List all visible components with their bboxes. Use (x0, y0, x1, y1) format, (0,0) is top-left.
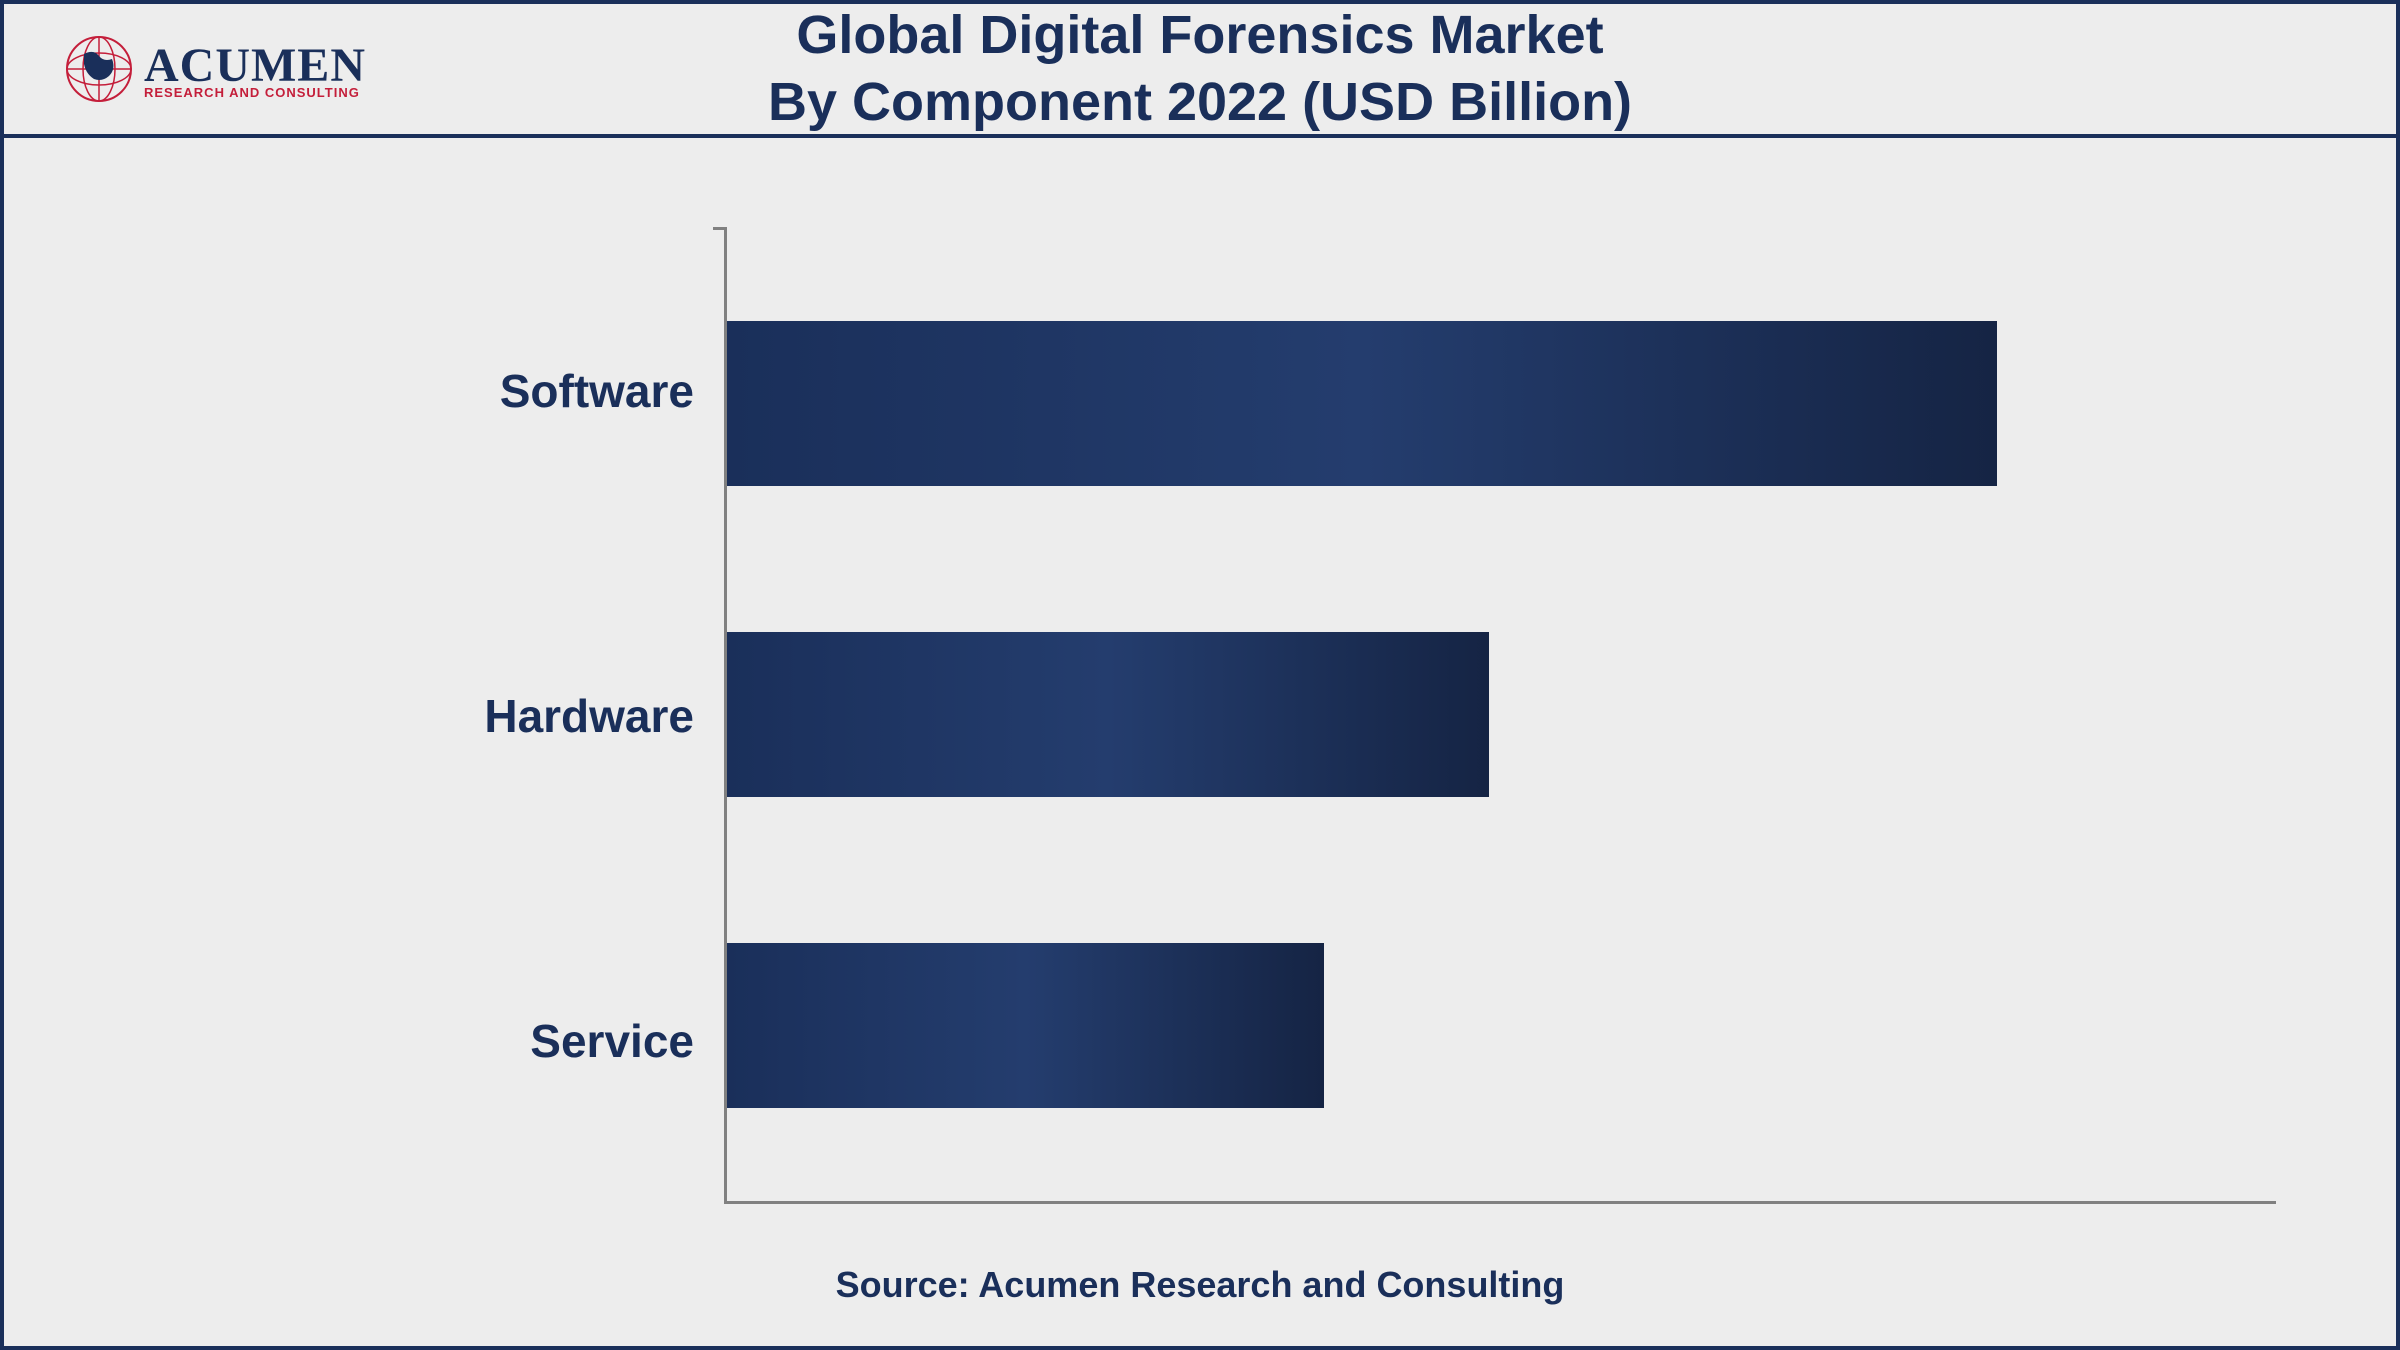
chart-title: Global Digital Forensics Market By Compo… (768, 2, 1632, 137)
category-label-software: Software (124, 308, 694, 473)
title-line-1: Global Digital Forensics Market (796, 5, 1603, 65)
axis-tick-top (713, 227, 727, 230)
bar-software (727, 321, 1997, 486)
globe-icon (64, 34, 134, 104)
logo-tagline: RESEARCH AND CONSULTING (144, 85, 366, 100)
title-container: Global Digital Forensics Market By Compo… (768, 2, 1632, 137)
bar-row (727, 632, 2276, 797)
chart-area: Software Hardware Service (124, 228, 2276, 1204)
bar-hardware (727, 632, 1489, 797)
bar-service (727, 943, 1324, 1108)
category-label-hardware: Hardware (124, 633, 694, 798)
chart-container: Software Hardware Service Source: Acumen… (0, 138, 2400, 1350)
bar-row (727, 321, 2276, 486)
bar-row (727, 943, 2276, 1108)
category-label-service: Service (124, 959, 694, 1124)
bars-column (724, 228, 2276, 1204)
category-labels-column: Software Hardware Service (124, 228, 724, 1204)
header-panel: ACUMEN RESEARCH AND CONSULTING Global Di… (0, 0, 2400, 138)
title-line-2: By Component 2022 (USD Billion) (768, 72, 1632, 132)
logo: ACUMEN RESEARCH AND CONSULTING (64, 34, 366, 104)
source-attribution: Source: Acumen Research and Consulting (124, 1264, 2276, 1306)
logo-text: ACUMEN RESEARCH AND CONSULTING (144, 38, 366, 100)
